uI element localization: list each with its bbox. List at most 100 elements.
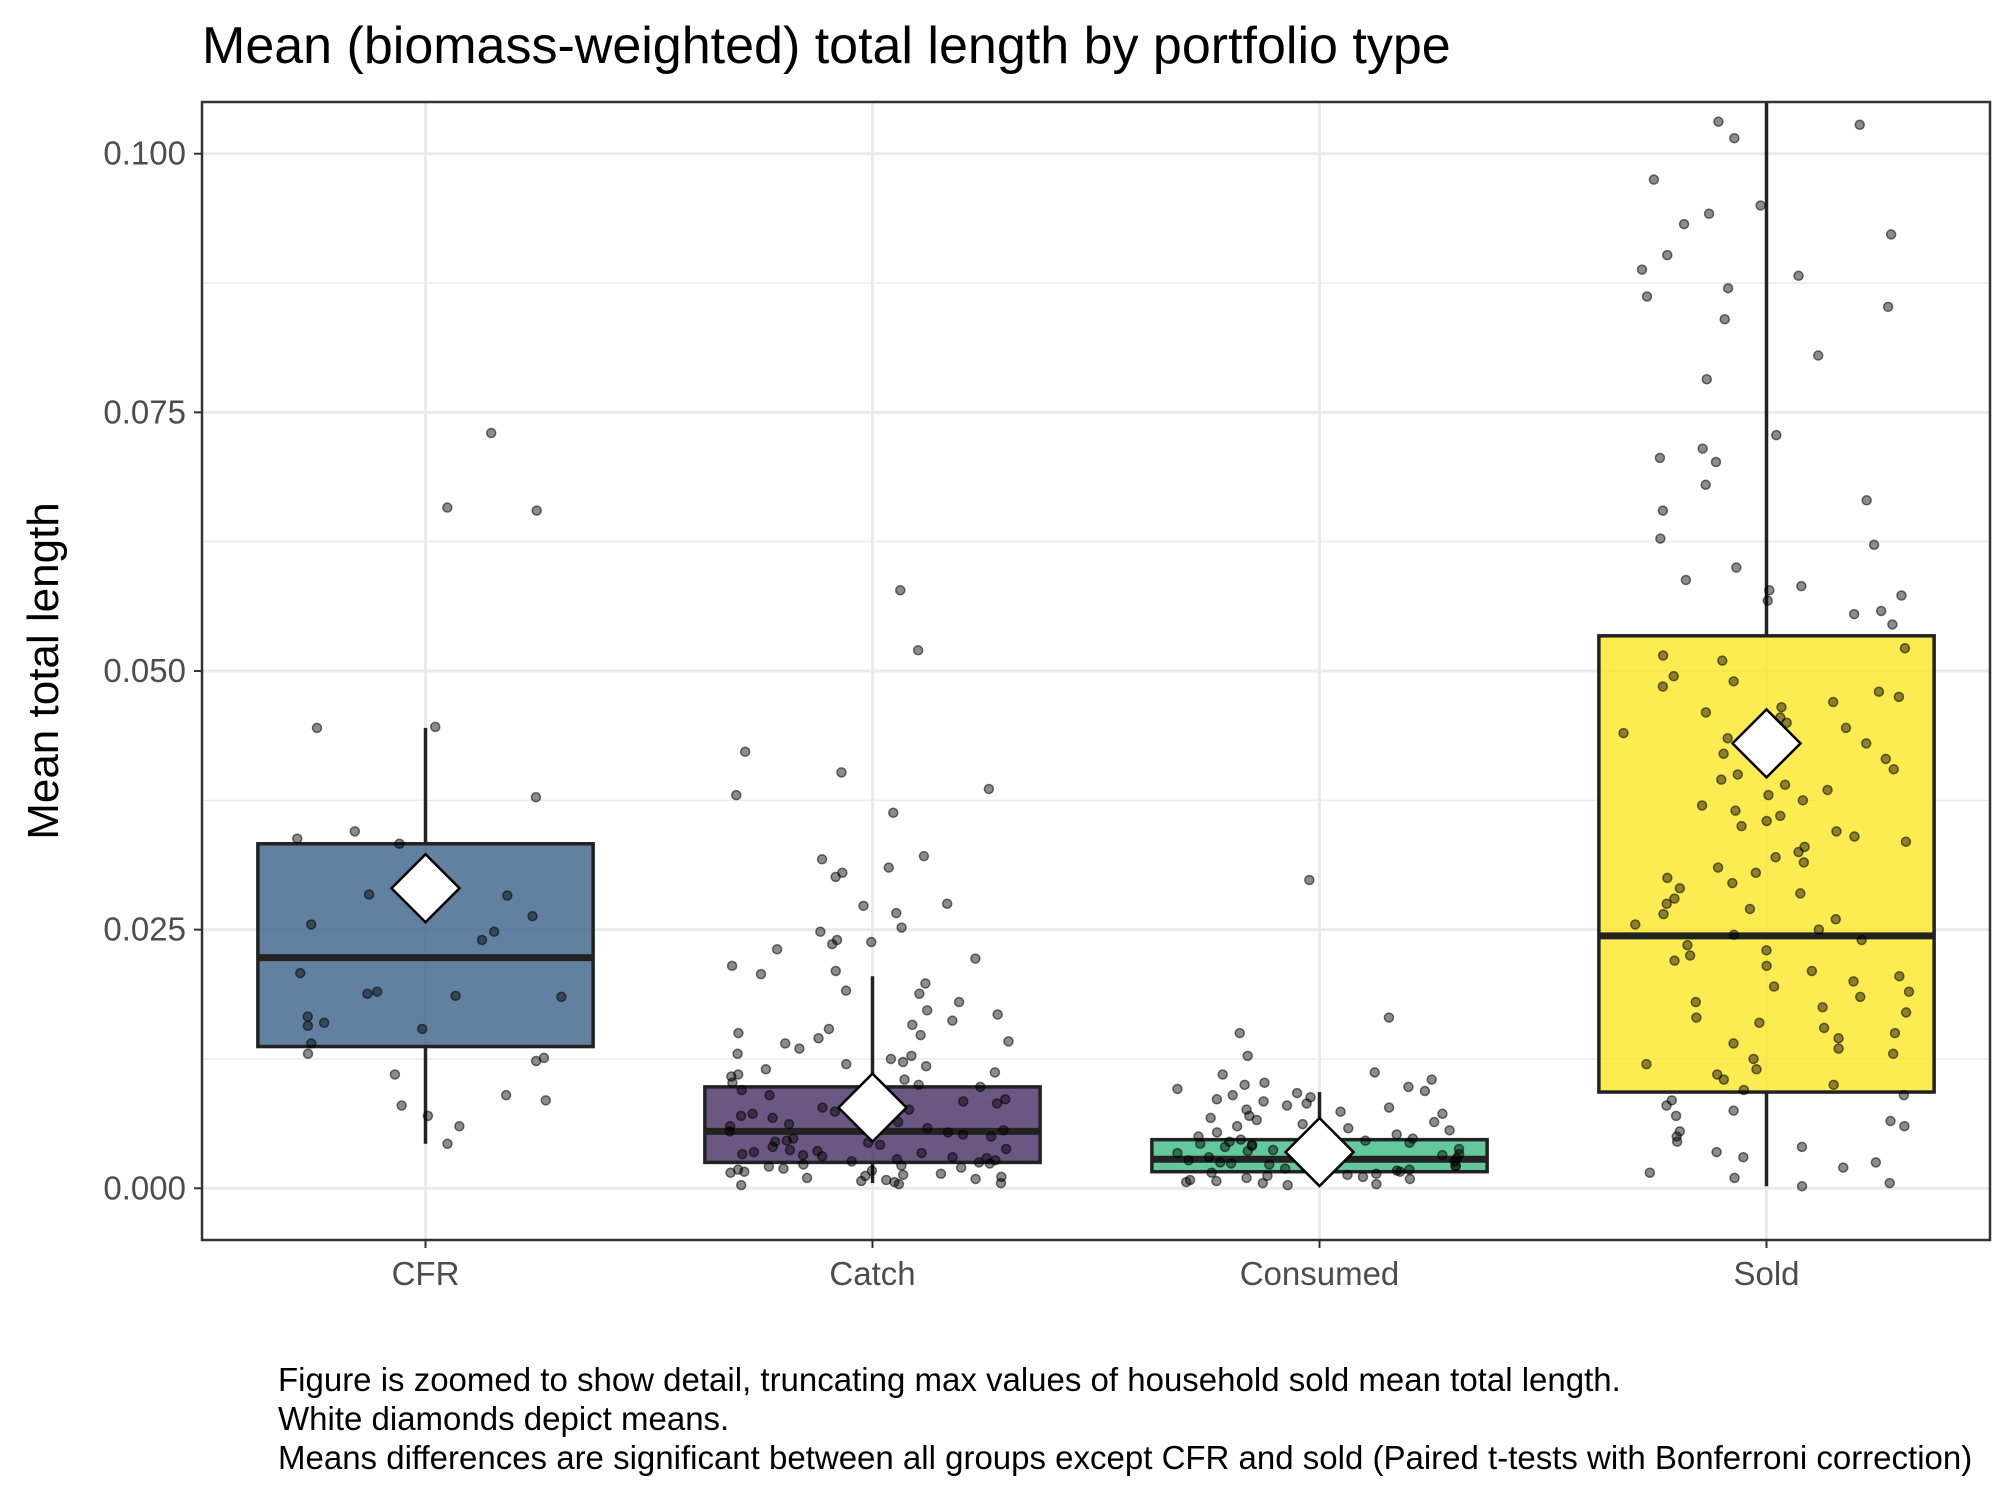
point-consumed: [1242, 1050, 1253, 1062]
point-sold: [1806, 965, 1818, 977]
point-catch: [836, 767, 847, 778]
point-catch: [840, 985, 852, 996]
point-catch: [975, 1081, 986, 1093]
point-sold: [1729, 1172, 1740, 1184]
point-sold: [1718, 1074, 1730, 1085]
point-cfr: [306, 1038, 317, 1049]
point-catch: [823, 1023, 835, 1035]
boxes-layer: [256, 102, 1936, 1192]
point-sold: [1641, 1058, 1652, 1070]
y-tick-label-0: 0.000: [103, 1169, 186, 1206]
point-catch: [783, 1118, 795, 1130]
point-catch: [830, 965, 842, 977]
point-consumed: [1205, 1112, 1216, 1124]
caption-line-3: Means differences are significant betwee…: [278, 1439, 1973, 1476]
point-sold: [1657, 681, 1669, 692]
point-cfr: [362, 988, 373, 1000]
point-cfr: [422, 1110, 434, 1122]
point-consumed: [1172, 1083, 1183, 1095]
point-sold: [1684, 950, 1696, 961]
point-sold: [1868, 539, 1880, 551]
point-consumed: [1371, 1168, 1382, 1180]
point-catch: [896, 1160, 907, 1171]
point-sold: [1722, 282, 1734, 294]
point-catch: [858, 900, 869, 912]
point-sold: [1748, 1053, 1759, 1065]
point-cfr: [527, 910, 538, 922]
point-cfr: [531, 505, 542, 516]
point-sold: [1750, 867, 1762, 878]
point-catch: [733, 1027, 744, 1039]
point-consumed: [1369, 1067, 1380, 1078]
point-sold: [1837, 1162, 1849, 1173]
y-tick-label-3: 0.075: [103, 393, 186, 430]
point-consumed: [1450, 1161, 1461, 1172]
point-consumed: [1211, 1175, 1222, 1187]
point-sold: [1630, 919, 1641, 930]
point-catch: [794, 1043, 805, 1054]
point-sold: [1618, 727, 1629, 739]
point-consumed: [1281, 1100, 1293, 1111]
point-cfr: [502, 890, 513, 901]
box-sold: [1597, 634, 1936, 1094]
point-sold: [1763, 789, 1774, 801]
point-sold: [1776, 701, 1787, 713]
point-sold: [1798, 857, 1810, 868]
point-consumed: [1211, 1094, 1223, 1105]
point-sold: [1903, 986, 1915, 997]
point-sold: [1885, 1115, 1896, 1127]
point-sold: [1728, 1105, 1739, 1116]
point-catch: [725, 1167, 736, 1179]
point-sold: [1889, 1027, 1901, 1039]
point-consumed: [1263, 1159, 1275, 1170]
y-axis-label: Mean total length: [19, 502, 68, 840]
point-catch: [995, 1177, 1007, 1189]
point-sold: [1754, 1017, 1765, 1028]
point-consumed: [1357, 1171, 1369, 1183]
point-sold: [1856, 934, 1867, 946]
point-sold: [1774, 810, 1786, 822]
point-consumed: [1257, 1177, 1269, 1189]
point-catch: [739, 746, 751, 757]
point-catch: [727, 1077, 738, 1088]
point-catch: [914, 988, 925, 1000]
point-sold: [1771, 429, 1782, 441]
point-catch: [915, 1029, 926, 1041]
point-catch: [918, 850, 930, 862]
point-cfr: [442, 502, 453, 513]
point-consumed: [1267, 1144, 1279, 1156]
point-cfr: [556, 991, 567, 1003]
y-tick-label-1: 0.025: [103, 911, 186, 948]
point-sold: [1738, 1151, 1749, 1163]
point-sold: [1738, 1084, 1750, 1096]
point-catch: [913, 1079, 924, 1091]
point-catch: [866, 936, 877, 948]
point-sold: [1873, 686, 1885, 697]
point-catch: [779, 1038, 791, 1049]
point-sold: [1875, 605, 1887, 617]
point-sold: [1674, 1126, 1686, 1137]
point-sold: [1744, 903, 1756, 915]
point-consumed: [1172, 1147, 1183, 1159]
point-consumed: [1242, 1145, 1254, 1157]
point-sold: [1848, 608, 1860, 620]
point-sold: [1731, 562, 1742, 573]
point-consumed: [1235, 1134, 1247, 1145]
point-catch: [846, 1156, 857, 1167]
point-consumed: [1360, 1135, 1371, 1146]
point-catch: [893, 1178, 905, 1190]
point-consumed: [1183, 1155, 1194, 1166]
point-sold: [1893, 691, 1905, 703]
point-cfr: [302, 1048, 314, 1060]
point-cfr: [389, 1069, 401, 1080]
point-consumed: [1404, 1137, 1415, 1149]
point-catch: [947, 1015, 958, 1026]
point-sold: [1898, 1089, 1910, 1101]
point-catch: [888, 807, 899, 818]
point-catch: [991, 1098, 1003, 1109]
point-cfr: [396, 1100, 407, 1111]
point-sold: [1764, 585, 1775, 596]
point-sold: [1855, 991, 1866, 1003]
point-sold: [1691, 1012, 1702, 1023]
